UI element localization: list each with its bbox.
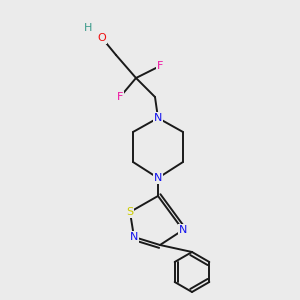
Text: F: F — [157, 61, 163, 71]
Text: N: N — [179, 225, 187, 235]
Text: N: N — [154, 113, 162, 123]
Text: H: H — [84, 23, 92, 33]
Text: N: N — [154, 173, 162, 183]
Text: S: S — [126, 207, 134, 217]
Text: F: F — [117, 92, 123, 102]
Text: N: N — [130, 232, 138, 242]
Text: O: O — [98, 33, 106, 43]
